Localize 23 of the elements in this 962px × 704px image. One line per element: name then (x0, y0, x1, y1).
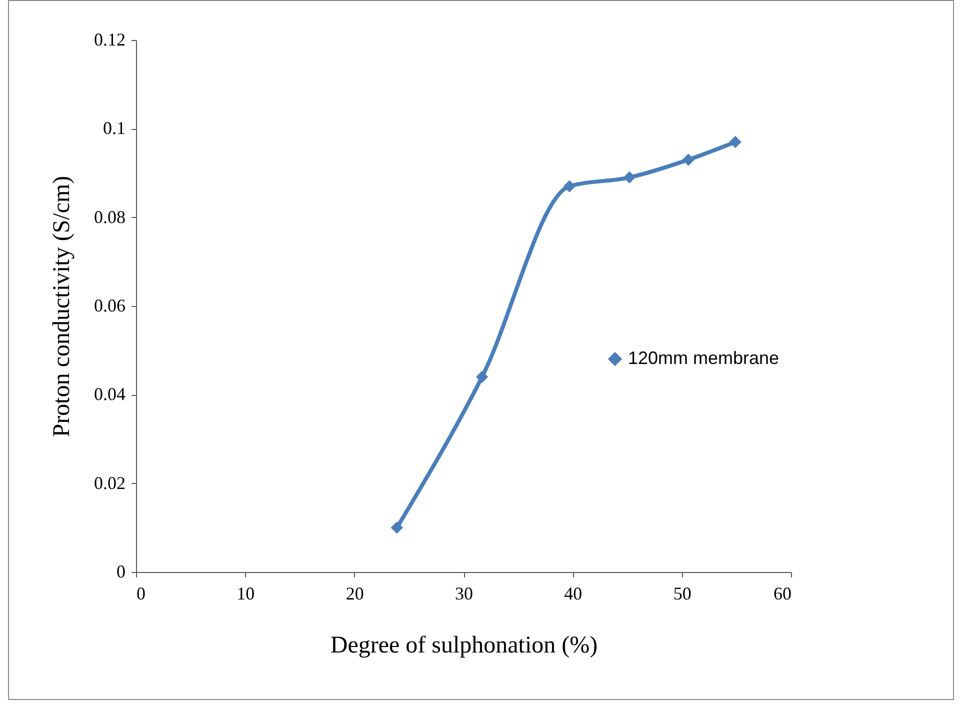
y-tick-label: 0.04 (94, 384, 126, 404)
y-axis-title: Proton conductivity (S/cm) (49, 176, 75, 438)
x-tick-label: 20 (346, 584, 364, 604)
x-tick-label: 30 (455, 584, 473, 604)
x-tick-label: 10 (236, 584, 255, 604)
x-tick-label: 40 (564, 584, 582, 604)
point (729, 136, 742, 148)
y-tick-label: 0.1 (103, 118, 126, 138)
point (390, 522, 404, 534)
point (682, 154, 695, 166)
point (563, 180, 576, 192)
x-tick-label: 0 (136, 584, 146, 604)
x-axis-title: Degree of sulphonation (%) (330, 632, 598, 658)
legend-label: 120mm membrane (628, 348, 780, 368)
y-tick-label: 0.12 (94, 30, 126, 50)
x-tick-label: 50 (673, 584, 692, 604)
x-tick-label: 60 (774, 584, 792, 604)
point (476, 370, 488, 384)
y-tick-label: 0.08 (94, 206, 126, 227)
y-tick-label: 0 (116, 562, 126, 582)
y-tick-label: 0.02 (94, 472, 126, 493)
y-tick-label: 0.06 (94, 296, 126, 316)
point (623, 171, 636, 184)
